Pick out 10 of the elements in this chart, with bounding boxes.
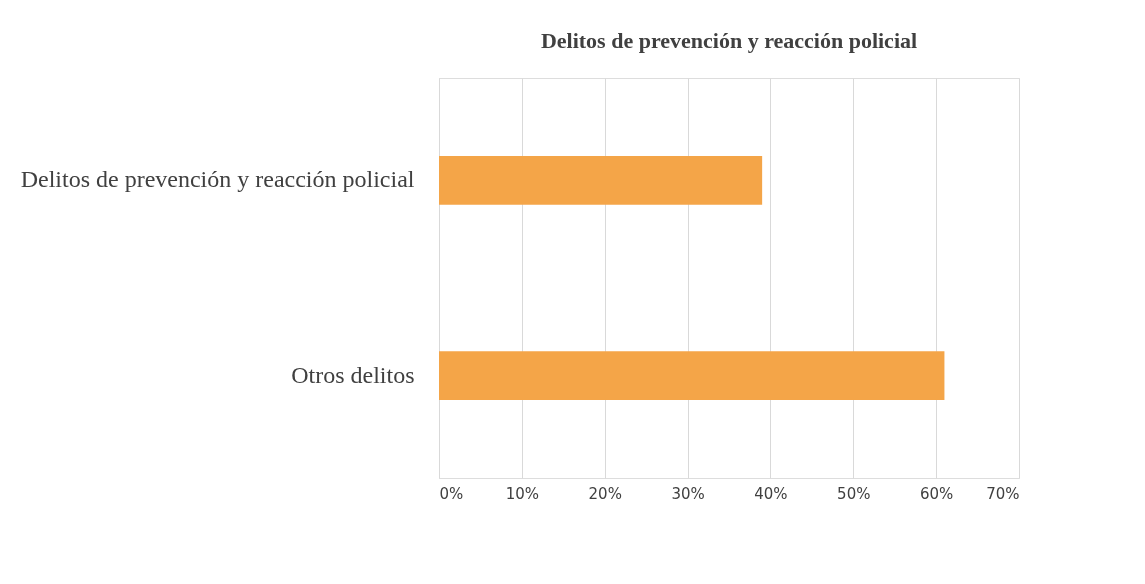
chart-title: Delitos de prevención y reacción policial	[540, 28, 918, 53]
x-tick-label: 20%	[588, 484, 622, 503]
y-tick-label: Otros delitos	[291, 361, 415, 388]
x-tick-label: 30%	[671, 484, 705, 503]
x-tick-label: 60%	[919, 484, 954, 503]
x-tick-label: 40%	[754, 484, 788, 503]
x-tick-label: 10%	[505, 484, 540, 503]
x-tick-label: 0%	[439, 484, 464, 503]
x-tick-label: 50%	[837, 484, 871, 503]
x-tick-label: 70%	[986, 484, 1020, 503]
